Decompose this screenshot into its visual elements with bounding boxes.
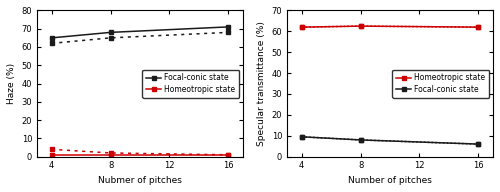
Homeotropic state [108, 154, 114, 156]
Focal-conic state [226, 26, 232, 28]
Focal-conic state [108, 31, 114, 34]
Homeotropic state [48, 154, 54, 156]
Line: Homeotropic state: Homeotropic state [300, 24, 481, 30]
Line: Homeotropic state: Homeotropic state [50, 152, 231, 157]
Homeotropic state [476, 26, 482, 28]
Homeotropic state [358, 25, 364, 27]
Focal-conic state [298, 136, 304, 138]
Focal-conic state [358, 139, 364, 141]
Line: Focal-conic state: Focal-conic state [300, 134, 481, 146]
Homeotropic state [226, 154, 232, 156]
Legend: Homeotropic state, Focal-conic state: Homeotropic state, Focal-conic state [392, 70, 489, 98]
Legend: Focal-conic state, Homeotropic state: Focal-conic state, Homeotropic state [142, 70, 239, 98]
X-axis label: Number of pitches: Number of pitches [348, 176, 432, 185]
Focal-conic state [476, 143, 482, 145]
Y-axis label: Specular transmittance (%): Specular transmittance (%) [257, 21, 266, 146]
X-axis label: Nubmer of pitches: Nubmer of pitches [98, 176, 182, 185]
Y-axis label: Haze (%): Haze (%) [7, 63, 16, 104]
Homeotropic state [298, 26, 304, 28]
Focal-conic state [48, 37, 54, 39]
Line: Focal-conic state: Focal-conic state [50, 24, 231, 40]
